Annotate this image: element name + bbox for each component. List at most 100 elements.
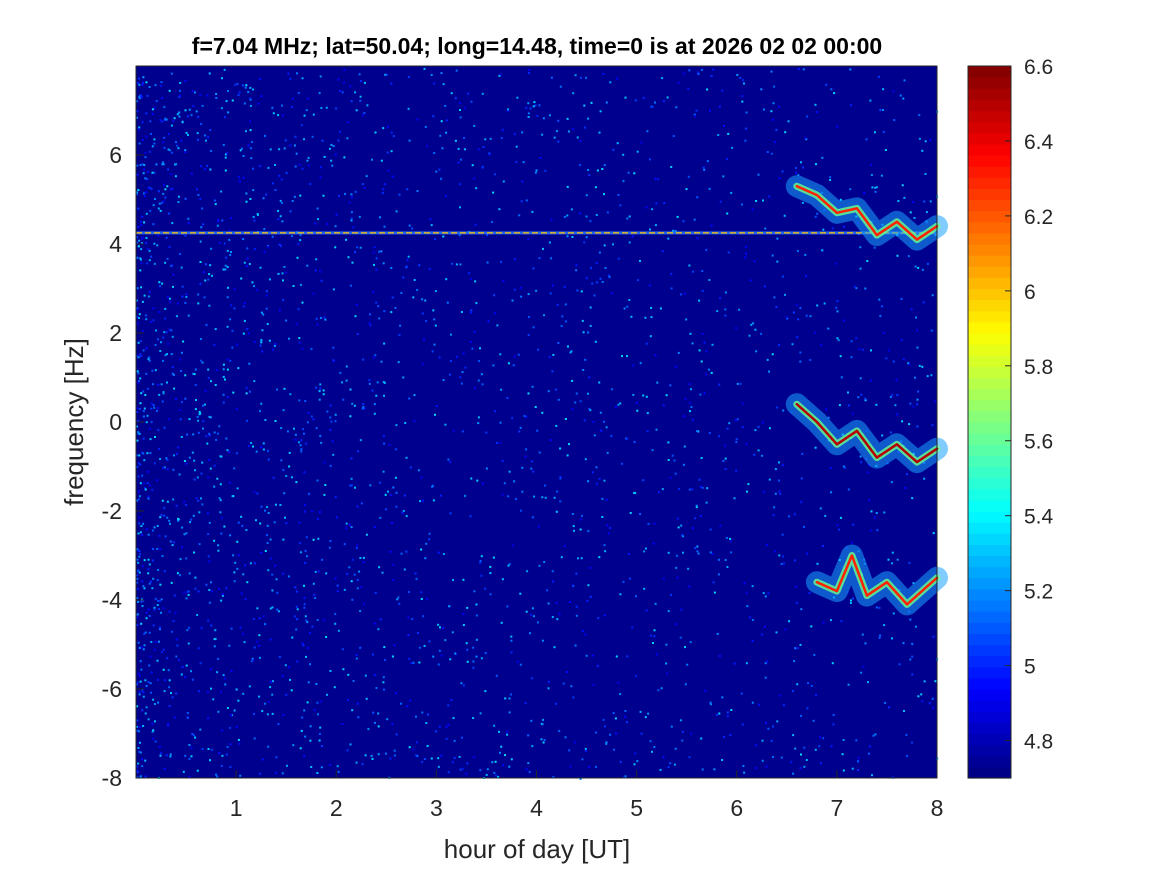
noise-speckle — [429, 218, 432, 221]
noise-speckle — [175, 638, 178, 641]
noise-speckle — [530, 613, 533, 616]
noise-speckle — [297, 243, 300, 246]
noise-speckle — [693, 113, 696, 116]
noise-speckle — [609, 733, 612, 736]
noise-speckle — [377, 712, 380, 715]
noise-speckle — [795, 585, 798, 588]
noise-speckle — [285, 319, 288, 322]
noise-speckle — [532, 105, 535, 108]
noise-speckle — [136, 558, 139, 561]
noise-speckle — [821, 249, 824, 252]
noise-speckle — [285, 475, 288, 477]
noise-speckle — [299, 283, 302, 286]
noise-speckle — [379, 516, 382, 519]
noise-speckle — [207, 136, 209, 139]
noise-speckle — [440, 494, 442, 497]
noise-speckle — [305, 536, 308, 539]
y-tick-label: -8 — [102, 765, 122, 791]
noise-speckle — [245, 265, 248, 268]
noise-speckle — [420, 598, 423, 600]
noise-speckle — [303, 114, 306, 117]
noise-speckle — [186, 712, 189, 715]
noise-speckle — [219, 511, 222, 514]
noise-speckle — [908, 423, 911, 426]
noise-speckle — [158, 608, 160, 610]
noise-speckle — [555, 702, 558, 705]
noise-speckle — [640, 732, 643, 735]
noise-speckle — [857, 760, 859, 763]
noise-speckle — [800, 714, 802, 717]
noise-speckle — [145, 706, 148, 709]
noise-speckle — [137, 570, 139, 573]
noise-speckle — [142, 81, 145, 84]
noise-speckle — [908, 363, 911, 366]
noise-speckle — [164, 261, 167, 264]
noise-speckle — [365, 175, 368, 178]
y-tick-label: 2 — [109, 320, 122, 346]
noise-speckle — [226, 358, 229, 361]
noise-speckle — [199, 662, 202, 665]
noise-speckle — [144, 394, 147, 396]
noise-speckle — [209, 129, 212, 131]
noise-speckle — [199, 412, 202, 415]
noise-speckle — [138, 522, 141, 525]
noise-speckle — [382, 470, 385, 473]
noise-speckle — [186, 591, 189, 594]
noise-speckle — [225, 256, 228, 259]
colorbar-step — [968, 588, 1011, 601]
noise-speckle — [329, 404, 332, 407]
noise-speckle — [140, 600, 143, 603]
noise-speckle — [645, 342, 648, 345]
noise-speckle — [909, 618, 912, 621]
noise-speckle — [360, 586, 363, 589]
noise-speckle — [646, 130, 649, 133]
noise-speckle — [224, 264, 227, 267]
noise-speckle — [580, 290, 583, 293]
noise-speckle — [347, 698, 350, 701]
noise-speckle — [555, 424, 558, 427]
noise-speckle — [499, 441, 502, 444]
noise-speckle — [227, 90, 229, 92]
noise-speckle — [258, 772, 261, 775]
noise-speckle — [891, 394, 894, 397]
noise-speckle — [896, 413, 899, 416]
noise-speckle — [564, 736, 567, 739]
noise-speckle — [384, 752, 387, 755]
noise-speckle — [814, 331, 817, 334]
noise-speckle — [299, 194, 302, 197]
noise-speckle — [312, 538, 315, 541]
noise-speckle — [252, 215, 255, 218]
noise-speckle — [496, 442, 498, 444]
noise-speckle — [552, 353, 555, 356]
noise-speckle — [838, 404, 841, 407]
noise-speckle — [144, 488, 147, 491]
noise-speckle — [406, 705, 409, 708]
noise-speckle — [751, 619, 754, 621]
noise-speckle — [341, 381, 344, 384]
noise-speckle — [815, 694, 817, 697]
noise-speckle — [683, 72, 686, 75]
noise-speckle — [341, 723, 344, 725]
noise-speckle — [350, 284, 352, 287]
noise-speckle — [186, 629, 189, 632]
x-tick-label: 8 — [931, 795, 944, 821]
noise-speckle — [185, 131, 188, 134]
noise-speckle — [153, 171, 156, 174]
noise-speckle — [677, 81, 680, 84]
noise-speckle — [407, 76, 410, 78]
noise-speckle — [584, 358, 587, 361]
noise-speckle — [531, 516, 534, 519]
noise-speckle — [454, 97, 457, 100]
noise-speckle — [686, 663, 689, 666]
noise-speckle — [190, 518, 193, 521]
noise-speckle — [473, 124, 476, 127]
noise-speckle — [184, 301, 187, 304]
noise-speckle — [217, 544, 220, 547]
noise-speckle — [528, 316, 530, 318]
noise-speckle — [645, 395, 648, 398]
noise-speckle — [136, 355, 139, 358]
noise-speckle — [651, 208, 654, 211]
noise-speckle — [278, 656, 281, 659]
noise-speckle — [571, 379, 574, 382]
noise-speckle — [757, 173, 760, 176]
